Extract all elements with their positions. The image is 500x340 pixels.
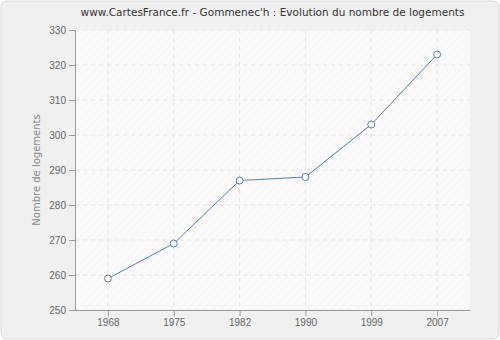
series bbox=[104, 51, 440, 282]
y-tick: 270 bbox=[49, 235, 75, 246]
y-tick-label: 290 bbox=[49, 165, 66, 176]
x-tick: 1975 bbox=[163, 310, 186, 328]
y-tick-label: 320 bbox=[49, 60, 66, 71]
y-tick-mark bbox=[69, 170, 75, 171]
x-tick: 1990 bbox=[295, 310, 318, 328]
y-tick-mark bbox=[69, 275, 75, 276]
x-tick-label: 2007 bbox=[426, 317, 449, 328]
grid-line bbox=[75, 135, 470, 136]
grid-line bbox=[437, 30, 438, 310]
background bbox=[1, 1, 499, 339]
marker bbox=[236, 177, 243, 184]
y-axis-line bbox=[75, 31, 76, 311]
y-tick-mark bbox=[69, 100, 75, 101]
x-tick-label: 1999 bbox=[361, 317, 384, 328]
grid-line bbox=[75, 30, 470, 31]
grid-line bbox=[75, 275, 470, 276]
grid-line bbox=[75, 100, 470, 101]
x-axis-line bbox=[76, 310, 471, 311]
y-tick: 280 bbox=[49, 200, 75, 211]
y-tick: 260 bbox=[49, 270, 75, 281]
x-tick-mark bbox=[437, 310, 438, 316]
y-tick-label: 260 bbox=[49, 270, 66, 281]
y-tick: 290 bbox=[49, 165, 75, 176]
chart: 1968 1975 1982 1990 1999 2007 250 260 270 280 290 3… bbox=[0, 0, 500, 340]
y-tick-label: 330 bbox=[49, 25, 66, 36]
grid-line bbox=[75, 310, 470, 311]
marker bbox=[368, 121, 375, 128]
x-tick-label: 1975 bbox=[163, 317, 186, 328]
x-tick-mark bbox=[371, 310, 372, 316]
title: www.CartesFrance.fr - Gommenec'h : Evolu… bbox=[81, 6, 465, 18]
x-tick-mark bbox=[305, 310, 306, 316]
x-axis: 1968 1975 1982 1990 1999 2007 bbox=[76, 310, 471, 328]
y-tick: 250 bbox=[49, 305, 75, 316]
plot-area bbox=[75, 30, 470, 310]
grid-line bbox=[107, 30, 108, 310]
y-tick-mark bbox=[69, 310, 75, 311]
y-tick-label: 270 bbox=[49, 235, 66, 246]
y-tick-mark bbox=[69, 240, 75, 241]
x-tick-mark bbox=[174, 310, 175, 316]
x-tick-label: 1990 bbox=[295, 317, 318, 328]
x-tick: 1999 bbox=[361, 310, 384, 328]
y-tick: 300 bbox=[49, 130, 75, 141]
y-tick: 320 bbox=[49, 60, 75, 71]
grid-line bbox=[371, 30, 372, 310]
marker bbox=[302, 174, 309, 181]
x-tick-mark bbox=[240, 310, 241, 316]
marker bbox=[104, 275, 111, 282]
y-tick-mark bbox=[69, 30, 75, 31]
x-tick: 1982 bbox=[229, 310, 252, 328]
x-tick-mark bbox=[108, 310, 109, 316]
y-tick-label: 300 bbox=[49, 130, 66, 141]
y-axis: 250 260 270 280 290 300 310 320 330 bbox=[49, 25, 75, 316]
y-tick: 330 bbox=[49, 25, 75, 36]
y-tick-mark bbox=[69, 135, 75, 136]
line bbox=[108, 55, 437, 279]
grid-line bbox=[305, 30, 306, 310]
x-tick: 2007 bbox=[426, 310, 449, 328]
y-tick: 310 bbox=[49, 95, 75, 106]
x-tick-label: 1968 bbox=[97, 317, 120, 328]
y-tick-label: 250 bbox=[49, 305, 66, 316]
grid-line bbox=[75, 240, 470, 241]
y-tick-label: 310 bbox=[49, 95, 66, 106]
x-tick-label: 1982 bbox=[229, 317, 252, 328]
grid-line bbox=[173, 30, 174, 310]
grid-line bbox=[75, 170, 470, 171]
grid-line bbox=[75, 205, 470, 206]
y-axis-title: Nombre de logements bbox=[31, 114, 42, 225]
marker bbox=[434, 51, 441, 58]
x-tick: 1968 bbox=[97, 310, 120, 328]
y-tick-label: 280 bbox=[49, 200, 66, 211]
grid-line bbox=[75, 65, 470, 66]
y-tick-mark bbox=[69, 65, 75, 66]
grid-line bbox=[239, 30, 240, 310]
marker bbox=[170, 240, 177, 247]
y-tick-mark bbox=[69, 205, 75, 206]
